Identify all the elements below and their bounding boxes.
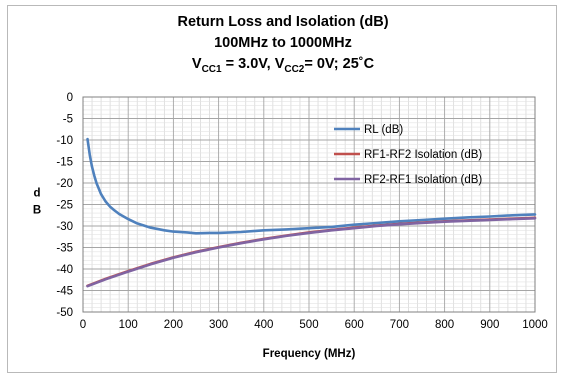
x-tick-label: 100 xyxy=(119,319,138,331)
title-vcc1-value: = 3.0V, xyxy=(221,56,275,72)
chart-title-line-1: Return Loss and Isolation (dB) xyxy=(177,14,389,30)
title-vcc2-symbol: V xyxy=(274,56,285,72)
legend-entry: RF1-RF2 Isolation (dB) xyxy=(364,149,482,161)
y-tick-label: -30 xyxy=(56,221,73,233)
x-tick-label: 800 xyxy=(435,319,454,331)
x-tick-label: 600 xyxy=(345,319,364,331)
series-line-0 xyxy=(86,137,537,235)
plot-border xyxy=(82,96,536,313)
x-axis-title: Frequency (MHz) xyxy=(263,348,356,360)
title-vcc1-symbol: V xyxy=(191,56,202,72)
title-vcc2-value: = 0V; 25˚C xyxy=(304,56,375,72)
y-tick-label: -20 xyxy=(56,178,73,190)
x-tick-label: 1000 xyxy=(522,319,548,331)
y-tick-label: 0 xyxy=(67,92,73,104)
y-tick-label: -25 xyxy=(56,200,73,212)
x-tick-label: 0 xyxy=(80,319,86,331)
chart-title-line-2: 100MHz to 1000MHz xyxy=(214,35,352,51)
x-tick-label: 500 xyxy=(299,319,318,331)
legend-entry: RL (dB) xyxy=(364,124,403,136)
x-tick-label: 900 xyxy=(480,319,499,331)
x-tick-label: 300 xyxy=(209,319,228,331)
y-tick-label: -40 xyxy=(56,264,73,276)
y-tick-label: -35 xyxy=(56,243,73,255)
title-vcc2-subscript: CC2 xyxy=(284,63,305,75)
y-tick-label: -50 xyxy=(56,307,73,319)
x-tick-label: 200 xyxy=(164,319,183,331)
x-tick-label: 700 xyxy=(390,319,409,331)
title-vcc1-subscript: CC1 xyxy=(201,63,222,75)
y-tick-label: -10 xyxy=(56,135,73,147)
chart-title-line-3: VCC1 = 3.0V, VCC2= 0V; 25˚C xyxy=(0,54,566,80)
x-tick-label: 400 xyxy=(254,319,273,331)
legend-entry: RF2-RF1 Isolation (dB) xyxy=(364,174,482,186)
y-tick-label: -45 xyxy=(56,286,73,298)
chart-title: Return Loss and Isolation (dB) 100MHz to… xyxy=(0,12,566,80)
series-line-2 xyxy=(86,217,537,288)
y-tick-label: -15 xyxy=(56,157,73,169)
y-tick-label: -5 xyxy=(63,114,73,126)
